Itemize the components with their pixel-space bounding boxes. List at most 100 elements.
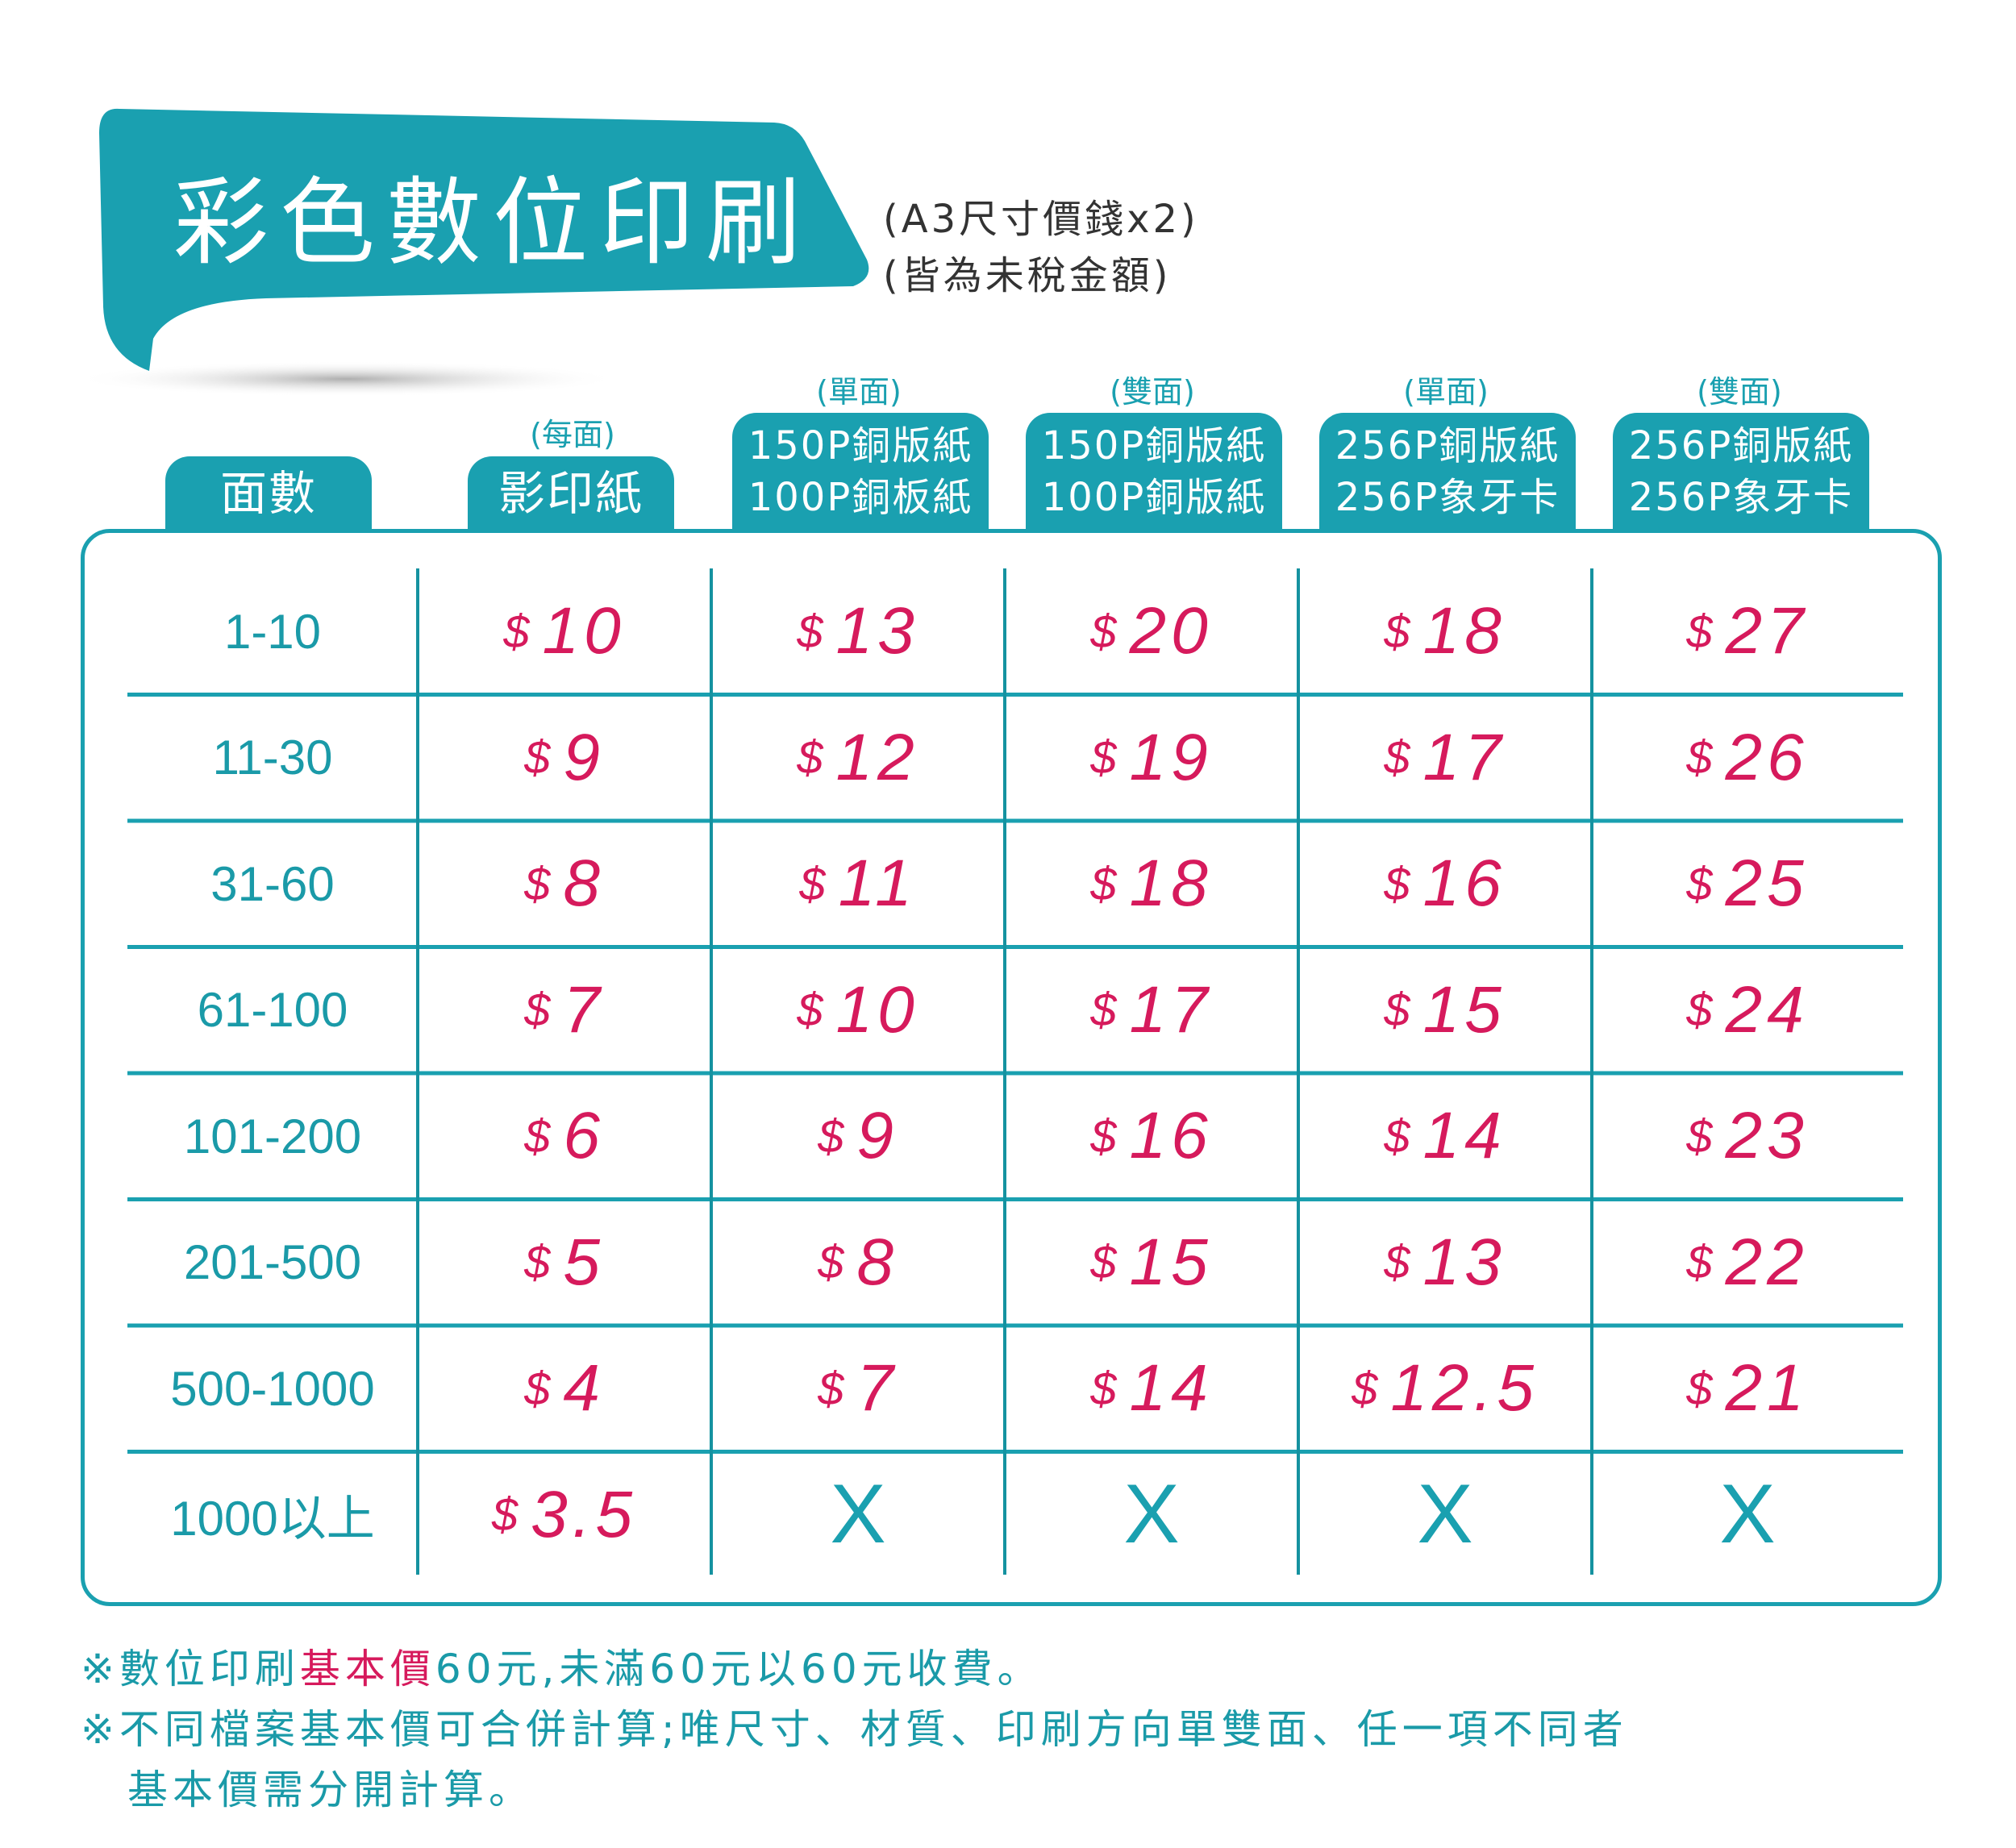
currency-symbol: $	[1384, 1109, 1415, 1163]
price-cell: $24	[1592, 947, 1903, 1074]
price-value: 12	[835, 720, 919, 794]
currency-symbol: $	[1686, 731, 1718, 785]
price-cell: $12	[711, 695, 1005, 822]
page-range-cell: 1-10	[223, 604, 322, 659]
footnote-merge: ※不同檔案基本價可合併計算;唯尺寸、材質、印刷方向單雙面、任一項不同者	[81, 1706, 1628, 1753]
price-cell: $17	[1005, 947, 1298, 1074]
price-cell: $9	[711, 1073, 1005, 1200]
column-header-pages: 面數	[165, 456, 372, 531]
price-cell: $4	[418, 1326, 711, 1452]
currency-symbol: $	[1686, 1109, 1718, 1163]
header-line: 256P銅版紙	[1628, 423, 1854, 468]
price-cell: $14	[1298, 1073, 1592, 1200]
price-cell: $7	[711, 1326, 1005, 1452]
price-cell: $19	[1005, 695, 1298, 822]
currency-symbol: $	[797, 731, 828, 785]
page-range-cell: 201-500	[183, 1235, 362, 1290]
currency-symbol: $	[1686, 984, 1718, 1037]
price-cell: $13	[1298, 1200, 1592, 1326]
price-cell: $12.5	[1298, 1326, 1592, 1452]
price-value: 10	[835, 972, 919, 1047]
column-header-ivory-double: 256P銅版紙 256P象牙卡	[1613, 413, 1869, 531]
page-range-cell: 101-200	[183, 1109, 362, 1163]
price-value: 18	[1422, 594, 1506, 668]
currency-symbol: $	[524, 731, 556, 785]
price-cell: $10	[711, 947, 1005, 1074]
footnote-base-price: ※數位印刷基本價60元,未滿60元以60元收費。	[81, 1637, 1043, 1695]
price-cell: $25	[1592, 821, 1903, 947]
currency-symbol: $	[1384, 605, 1415, 658]
price-cell: $21	[1592, 1326, 1903, 1452]
price-value: 10	[542, 594, 626, 668]
column-header-coated-single: 150P銅版紙 100P銅板紙	[732, 413, 989, 531]
price-cell: $10	[418, 568, 711, 695]
price-value: 23	[1725, 1099, 1809, 1173]
unavailable-cell: X	[1719, 1467, 1776, 1562]
column-note-ivory-single: (單面)	[1403, 374, 1489, 410]
header-line: 150P銅版紙	[1041, 423, 1267, 468]
price-value: 17	[1422, 720, 1506, 794]
price-value: 14	[1422, 1099, 1506, 1173]
currency-symbol: $	[1686, 857, 1718, 910]
price-cell: $13	[711, 568, 1005, 695]
price-value: 24	[1725, 972, 1809, 1047]
size-note: (A3尺寸價錢x2)	[883, 197, 1199, 242]
column-header-photocopy: 影印紙	[468, 456, 674, 531]
price-cell: $26	[1592, 695, 1903, 822]
currency-symbol: $	[797, 605, 828, 658]
currency-symbol: $	[524, 1236, 556, 1289]
currency-symbol: $	[818, 1236, 849, 1289]
currency-symbol: $	[818, 1109, 849, 1163]
price-value: 13	[835, 594, 919, 668]
price-value: 16	[1422, 847, 1506, 921]
currency-symbol: $	[1686, 1236, 1718, 1289]
column-header-coated-double: 150P銅版紙 100P銅版紙	[1026, 413, 1282, 531]
currency-symbol: $	[491, 1488, 523, 1542]
unavailable-cell: X	[1123, 1467, 1180, 1562]
price-cell: $8	[418, 821, 711, 947]
price-value: 12.5	[1390, 1351, 1539, 1426]
column-header-ivory-single: 256P銅版紙 256P象牙卡	[1319, 413, 1576, 531]
column-header-pages-label: 面數	[219, 466, 317, 521]
header-line: 150P銅版紙	[748, 423, 973, 468]
currency-symbol: $	[1090, 984, 1122, 1037]
price-value: 7	[563, 972, 605, 1047]
price-value: 4	[563, 1351, 605, 1426]
currency-symbol: $	[1090, 1362, 1122, 1415]
price-cell: $16	[1298, 821, 1592, 947]
currency-symbol: $	[1090, 1236, 1122, 1289]
page-range-cell: 500-1000	[170, 1361, 375, 1416]
price-cell: $8	[711, 1200, 1005, 1326]
price-cell: $3.5	[418, 1452, 711, 1579]
price-cell: $18	[1298, 568, 1592, 695]
currency-symbol: $	[524, 1109, 556, 1163]
price-cell: $27	[1592, 568, 1903, 695]
page-range-cell: 1000以上	[170, 1492, 375, 1546]
column-header-photocopy-label: 影印紙	[498, 466, 644, 521]
currency-symbol: $	[797, 984, 828, 1037]
price-value: 18	[1129, 847, 1213, 921]
currency-symbol: $	[1384, 1236, 1415, 1289]
title-banner	[73, 108, 869, 397]
currency-symbol: $	[503, 605, 535, 658]
currency-symbol: $	[799, 857, 831, 910]
price-value: 13	[1422, 1225, 1506, 1299]
price-value: 3.5	[531, 1477, 638, 1551]
footnote-merge-continued: 基本價需分開計算。	[127, 1767, 534, 1813]
footnote-base-highlight: 基本價	[299, 1646, 435, 1692]
unavailable-cell: X	[1417, 1467, 1473, 1562]
price-value: 5	[563, 1225, 605, 1299]
header-line: 256P象牙卡	[1335, 475, 1560, 520]
price-cell: $20	[1005, 568, 1298, 695]
price-cell: $17	[1298, 695, 1592, 822]
price-cell: $15	[1005, 1200, 1298, 1326]
price-cell: $11	[711, 821, 1005, 947]
column-note-coated-double: (雙面)	[1110, 374, 1195, 410]
currency-symbol: $	[1090, 605, 1122, 658]
currency-symbol: $	[524, 857, 556, 910]
currency-symbol: $	[818, 1362, 849, 1415]
page-range-cell: 31-60	[210, 856, 335, 911]
price-value: 21	[1725, 1351, 1809, 1426]
price-value: 16	[1129, 1099, 1213, 1173]
footnote-base-prefix: ※數位印刷	[81, 1646, 300, 1692]
